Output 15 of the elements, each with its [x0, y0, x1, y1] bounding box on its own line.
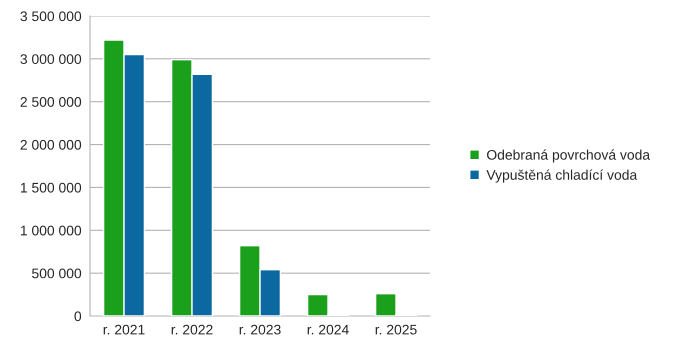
x-tick-label: r. 2022	[172, 324, 213, 335]
y-tick-label: 1 500 000	[20, 182, 82, 193]
y-tick-label: 2 500 000	[20, 97, 82, 107]
x-tick-label: r. 2023	[240, 324, 281, 335]
y-tick-label: 3 500 000	[20, 11, 82, 22]
y-tick-label: 2 000 000	[20, 140, 82, 150]
legend-label: Vypuštěná chladící voda	[486, 169, 638, 183]
y-tick-label: 500 000	[32, 268, 82, 278]
legend-label: Odebraná povrchová voda	[487, 149, 650, 163]
x-tick-label: r. 2025	[376, 324, 417, 335]
x-tick-label: r. 2024	[308, 324, 349, 335]
y-tick-label: 0	[74, 311, 82, 322]
y-tick-label: 3 000 000	[20, 54, 82, 64]
y-tick-label: 1 000 000	[20, 226, 82, 236]
x-tick-label: r. 2021	[104, 324, 145, 335]
